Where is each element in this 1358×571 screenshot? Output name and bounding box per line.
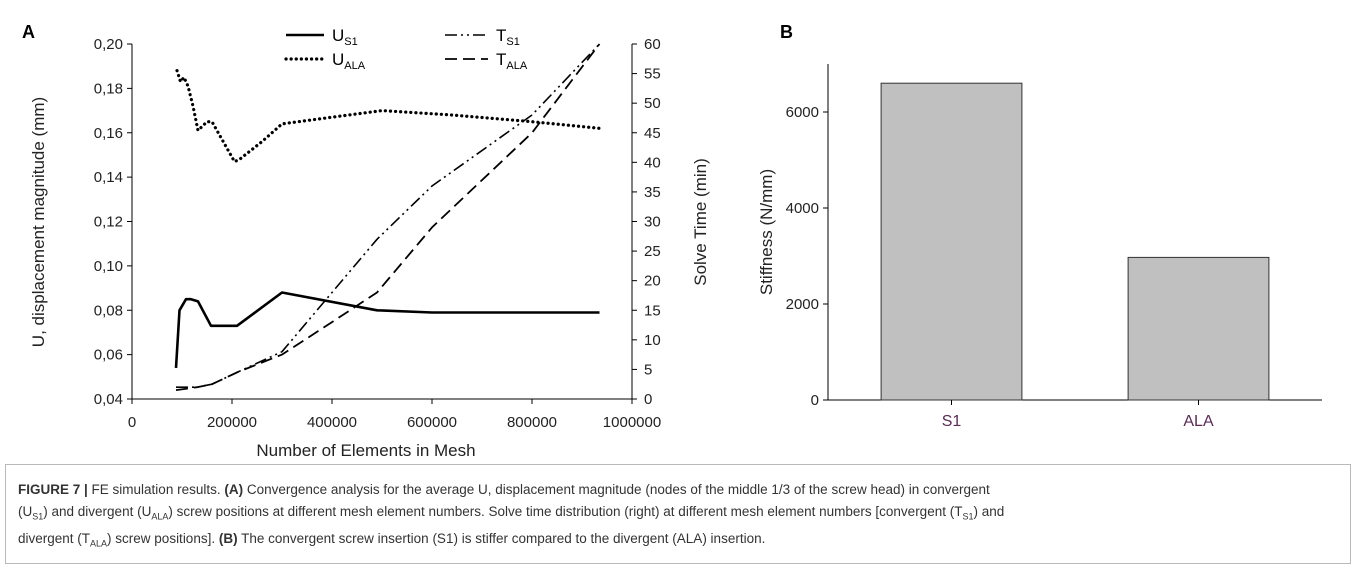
panel-a-y2-axis-title: Solve Time (min)	[691, 158, 710, 286]
bar-y-tick-label: 2000	[786, 296, 819, 313]
panel-b-bar-chart: B 0 2000 4000 6000 S1 ALA Stiffness (N/mm)	[757, 22, 1322, 430]
panel-a-x-axis-title: Number of Elements in Mesh	[256, 441, 475, 460]
bar-category-label: ALA	[1183, 413, 1214, 430]
y-tick-label: 0,10	[94, 258, 123, 275]
legend-label: US1	[332, 26, 358, 48]
panel-a-y-ticks: 0,04 0,06 0,08 0,10 0,12 0,14 0,16 0,18 0,20	[94, 36, 132, 408]
x-tick-label: 200000	[207, 414, 257, 431]
y2-tick-label: 5	[644, 361, 652, 378]
legend-label: UALA	[332, 50, 366, 72]
panel-b-y-axis-title: Stiffness (N/mm)	[757, 169, 776, 295]
series-line-u-ala	[175, 68, 602, 164]
y2-tick-label: 25	[644, 243, 661, 260]
bar-y-tick-label: 4000	[786, 200, 819, 217]
x-tick-label: 400000	[307, 414, 357, 431]
panel-a-y-axis-title: U, displacement magnitude (mm)	[29, 97, 48, 347]
y2-tick-label: 60	[644, 36, 661, 53]
y2-tick-label: 35	[644, 184, 661, 201]
series-line-t-ala	[175, 43, 601, 391]
panel-a-y2-ticks: 0 5 10 15 20 25 30 35 40 45 50 55 60	[632, 36, 661, 408]
legend-label: TS1	[496, 26, 520, 48]
panel-b-y-ticks: 0 2000 4000 6000	[786, 104, 828, 409]
y2-tick-label: 55	[644, 66, 661, 83]
bar-s1	[880, 82, 1023, 401]
panel-a-series	[174, 43, 602, 391]
y2-tick-label: 15	[644, 302, 661, 319]
series-line-t-s1	[176, 43, 601, 389]
y-tick-label: 0,06	[94, 347, 123, 364]
panel-a-x-ticks: 0 200000 400000 600000 800000 1000000	[128, 399, 661, 431]
y2-tick-label: 30	[644, 214, 661, 231]
y-tick-label: 0,18	[94, 80, 123, 97]
y-tick-label: 0,08	[94, 302, 123, 319]
x-tick-label: 1000000	[603, 414, 661, 431]
x-tick-label: 600000	[407, 414, 457, 431]
y2-tick-label: 10	[644, 332, 661, 349]
y-tick-label: 0,12	[94, 214, 123, 231]
y2-tick-label: 20	[644, 273, 661, 290]
y-tick-label: 0,20	[94, 36, 123, 53]
y2-tick-label: 50	[644, 95, 661, 112]
panel-b-bars: S1 ALA	[880, 82, 1270, 430]
caption-line: divergent (TALA) screw positions]. (B) T…	[18, 530, 766, 549]
series-line-u-s1	[174, 291, 600, 368]
panel-a-letter: A	[22, 22, 35, 42]
y2-tick-label: 45	[644, 125, 661, 142]
caption-line: (US1) and divergent (UALA) screw positio…	[18, 504, 1005, 522]
caption-line: FIGURE 7 | FE simulation results. (A) Co…	[18, 482, 990, 497]
y2-tick-label: 0	[644, 391, 652, 408]
bar-y-tick-label: 0	[811, 392, 819, 409]
bar-category-label: S1	[942, 413, 962, 430]
y2-tick-label: 40	[644, 154, 661, 171]
panel-b-letter: B	[780, 22, 793, 42]
panel-a-line-chart: A 0 200000 400000 600000 800000 1000000 0,040…	[22, 22, 710, 460]
y-tick-label: 0,16	[94, 125, 123, 142]
y-tick-label: 0,04	[94, 391, 123, 408]
y-tick-label: 0,14	[94, 169, 123, 186]
bar-ala	[1127, 256, 1270, 401]
x-tick-label: 0	[128, 414, 136, 431]
legend-label: TALA	[496, 50, 528, 72]
figure-caption: FIGURE 7 | FE simulation results. (A) Co…	[5, 464, 1351, 564]
bar-y-tick-label: 6000	[786, 104, 819, 121]
x-tick-label: 800000	[507, 414, 557, 431]
